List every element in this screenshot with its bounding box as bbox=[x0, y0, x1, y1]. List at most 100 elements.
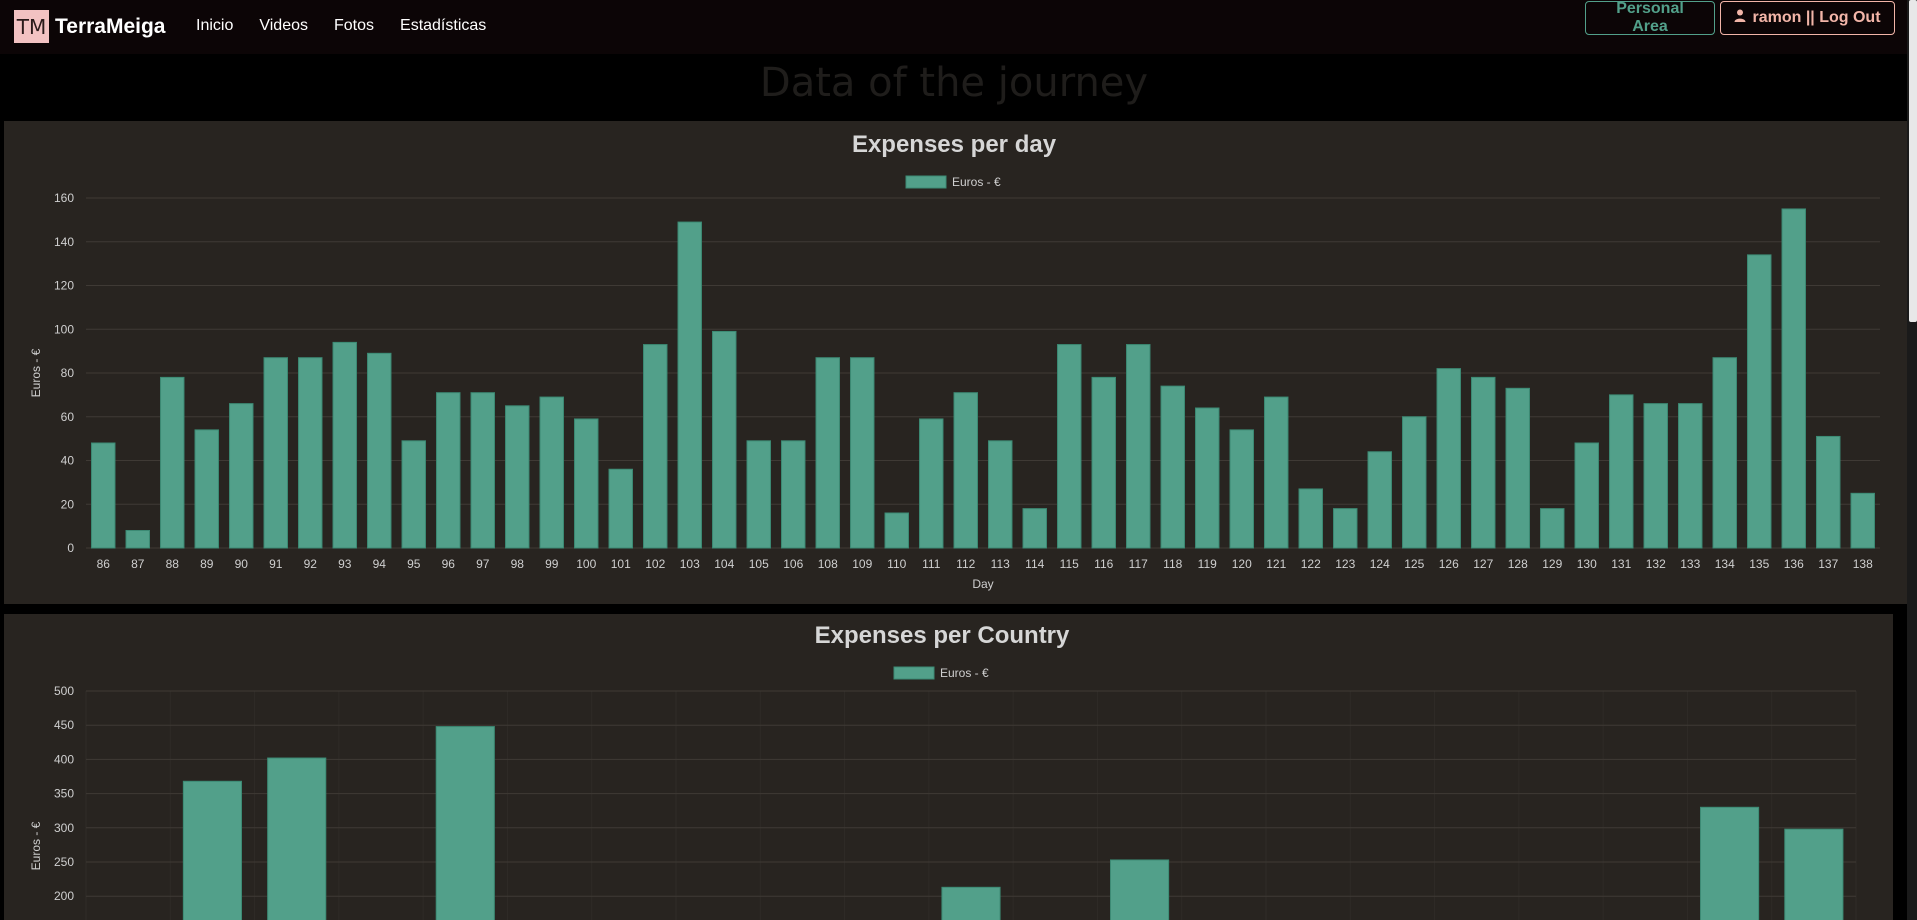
y-axis-label: Euros - € bbox=[29, 348, 43, 397]
y-tick-label: 20 bbox=[61, 497, 75, 511]
bar bbox=[746, 440, 771, 549]
bar bbox=[850, 357, 875, 549]
bar bbox=[1747, 254, 1772, 549]
x-tick-label: 122 bbox=[1301, 557, 1321, 571]
navbar: TM TerraMeiga Inicio Videos Fotos Estadí… bbox=[0, 0, 1917, 54]
x-tick-label: 120 bbox=[1232, 557, 1252, 571]
chart-panel-expenses-per-day: Expenses per day Euros - € 0 20 40 60 80 100 120… bbox=[4, 121, 1907, 604]
x-tick-label: 118 bbox=[1163, 557, 1182, 571]
x-tick-label: 95 bbox=[407, 557, 421, 571]
x-tick-label: 113 bbox=[991, 557, 1010, 571]
y-tick-label: 60 bbox=[61, 410, 75, 424]
scrollbar-thumb[interactable] bbox=[1909, 0, 1917, 322]
chart-panel-expenses-per-country: Expenses per Country Euros - € 200 250 300 35… bbox=[4, 614, 1893, 920]
bar bbox=[229, 403, 254, 549]
y-tick-label: 40 bbox=[61, 454, 75, 468]
nav-link-fotos[interactable]: Fotos bbox=[334, 17, 375, 34]
bar bbox=[1505, 387, 1530, 549]
x-tick-label: 119 bbox=[1198, 557, 1217, 571]
x-tick-label: 137 bbox=[1818, 557, 1838, 571]
y-tick-label: 200 bbox=[54, 889, 74, 903]
x-tick-label: 117 bbox=[1129, 557, 1148, 571]
bar bbox=[1609, 394, 1634, 549]
x-tick-label: 93 bbox=[338, 557, 352, 571]
x-tick-label: 87 bbox=[131, 557, 145, 571]
x-tick-label: 99 bbox=[545, 557, 559, 571]
bar bbox=[712, 330, 737, 549]
nav-link-estadisticas[interactable]: Estadísticas bbox=[400, 17, 487, 34]
bar bbox=[332, 341, 357, 549]
bar bbox=[1195, 407, 1220, 549]
x-tick-label: 94 bbox=[373, 557, 387, 571]
bar bbox=[182, 780, 243, 920]
brand-link[interactable]: TM TerraMeiga bbox=[14, 10, 166, 43]
x-tick-label: 102 bbox=[645, 557, 665, 571]
y-tick-label: 500 bbox=[54, 684, 74, 698]
nav-link-videos[interactable]: Videos bbox=[259, 17, 308, 34]
x-tick-label: 92 bbox=[304, 557, 318, 571]
x-axis-label: Day bbox=[972, 577, 993, 591]
bar bbox=[988, 440, 1013, 549]
x-tick-label: 109 bbox=[852, 557, 872, 571]
bar bbox=[1574, 442, 1599, 549]
y-tick-label: 450 bbox=[54, 718, 74, 732]
x-tick-label: 138 bbox=[1853, 557, 1873, 571]
x-tick-label: 128 bbox=[1508, 557, 1528, 571]
x-tick-label: 135 bbox=[1749, 557, 1769, 571]
y-tick-label: 350 bbox=[54, 787, 74, 801]
personal-area-button[interactable]: Personal Area bbox=[1585, 0, 1715, 35]
bar bbox=[160, 376, 185, 549]
bar bbox=[1109, 859, 1170, 920]
page-title: Data of the journey bbox=[759, 60, 1149, 106]
bar bbox=[91, 442, 116, 549]
bar bbox=[470, 392, 495, 549]
x-tick-label: 101 bbox=[611, 557, 631, 571]
bar bbox=[263, 357, 288, 549]
y-tick-label: 160 bbox=[54, 191, 74, 205]
x-tick-label: 112 bbox=[956, 557, 975, 571]
bar bbox=[267, 757, 327, 920]
bar bbox=[781, 440, 806, 549]
nav-link-inicio[interactable]: Inicio bbox=[196, 17, 234, 34]
bar bbox=[505, 405, 530, 549]
chart-title: Expenses per day bbox=[852, 131, 1057, 158]
x-tick-label: 110 bbox=[887, 557, 906, 571]
x-tick-label: 98 bbox=[511, 557, 525, 571]
bar bbox=[1022, 508, 1047, 549]
x-tick-label: 133 bbox=[1680, 557, 1700, 571]
y-tick-label: 100 bbox=[54, 322, 74, 336]
x-tick-label: 130 bbox=[1577, 557, 1597, 571]
x-tick-label: 89 bbox=[200, 557, 214, 571]
bar bbox=[1298, 488, 1323, 549]
bar bbox=[1333, 508, 1358, 549]
expenses-per-day-chart: Expenses per day Euros - € 0 20 40 60 80 100 120… bbox=[29, 131, 1880, 591]
bar bbox=[574, 418, 599, 549]
bar bbox=[1264, 396, 1289, 549]
logout-label: ramon || Log Out bbox=[1752, 9, 1881, 26]
bar bbox=[298, 357, 323, 549]
x-tick-label: 90 bbox=[235, 557, 249, 571]
bar bbox=[194, 429, 219, 549]
x-tick-label: 121 bbox=[1266, 557, 1286, 571]
y-tick-label: 120 bbox=[54, 279, 74, 293]
x-tick-label: 96 bbox=[442, 557, 456, 571]
x-tick-label: 91 bbox=[269, 557, 283, 571]
x-tick-label: 106 bbox=[783, 557, 803, 571]
bar bbox=[1471, 376, 1496, 549]
bar bbox=[1402, 416, 1427, 549]
nav-links: Inicio Videos Fotos Estadísticas bbox=[196, 17, 486, 35]
x-tick-label: 111 bbox=[922, 557, 941, 571]
bar bbox=[1436, 368, 1461, 549]
x-tick-label: 116 bbox=[1094, 557, 1113, 571]
bar bbox=[125, 530, 150, 549]
chart-title: Expenses per Country bbox=[815, 622, 1070, 649]
x-tick-label: 114 bbox=[1025, 557, 1044, 571]
logout-button[interactable]: ramon || Log Out bbox=[1720, 1, 1895, 35]
bar bbox=[1229, 429, 1254, 549]
x-tick-label: 86 bbox=[97, 557, 111, 571]
bar bbox=[539, 396, 564, 549]
page-scrollbar[interactable] bbox=[1907, 0, 1917, 920]
bar bbox=[1057, 344, 1082, 549]
x-tick-label: 127 bbox=[1473, 557, 1493, 571]
x-tick-label: 115 bbox=[1060, 557, 1079, 571]
